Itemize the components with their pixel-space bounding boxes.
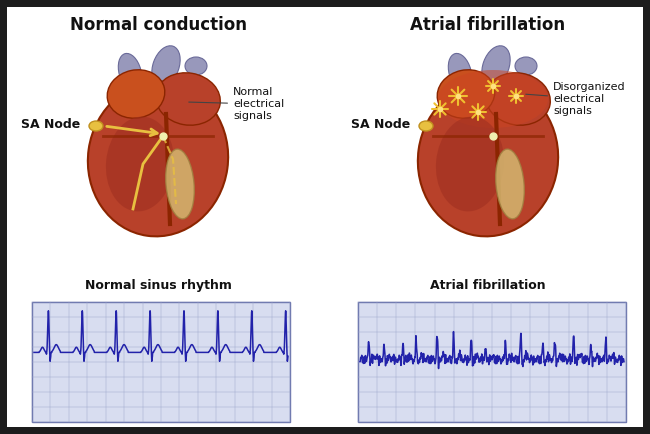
- Ellipse shape: [418, 82, 558, 237]
- Text: SA Node: SA Node: [21, 118, 80, 131]
- Text: Atrial fibrillation: Atrial fibrillation: [410, 16, 566, 34]
- Ellipse shape: [185, 57, 207, 75]
- Ellipse shape: [118, 53, 142, 91]
- Ellipse shape: [496, 149, 525, 219]
- Ellipse shape: [486, 73, 551, 125]
- Ellipse shape: [166, 149, 194, 219]
- Ellipse shape: [107, 70, 165, 118]
- Ellipse shape: [515, 57, 537, 75]
- Ellipse shape: [436, 117, 504, 211]
- Ellipse shape: [448, 53, 472, 91]
- Ellipse shape: [437, 70, 495, 118]
- Text: Normal
electrical
signals: Normal electrical signals: [188, 87, 284, 121]
- Ellipse shape: [152, 46, 180, 86]
- Ellipse shape: [419, 121, 433, 131]
- Text: Normal sinus rhythm: Normal sinus rhythm: [84, 279, 231, 292]
- Ellipse shape: [106, 117, 174, 211]
- Text: Normal conduction: Normal conduction: [70, 16, 246, 34]
- Ellipse shape: [88, 82, 228, 237]
- Text: SA Node: SA Node: [351, 118, 410, 131]
- Bar: [32, 302, 290, 422]
- Ellipse shape: [89, 121, 103, 131]
- Bar: [358, 302, 626, 422]
- Ellipse shape: [156, 73, 220, 125]
- Text: Atrial fibrillation: Atrial fibrillation: [430, 279, 546, 292]
- Ellipse shape: [482, 46, 510, 86]
- Text: Disorganized
electrical
signals: Disorganized electrical signals: [526, 82, 625, 115]
- Ellipse shape: [438, 70, 548, 128]
